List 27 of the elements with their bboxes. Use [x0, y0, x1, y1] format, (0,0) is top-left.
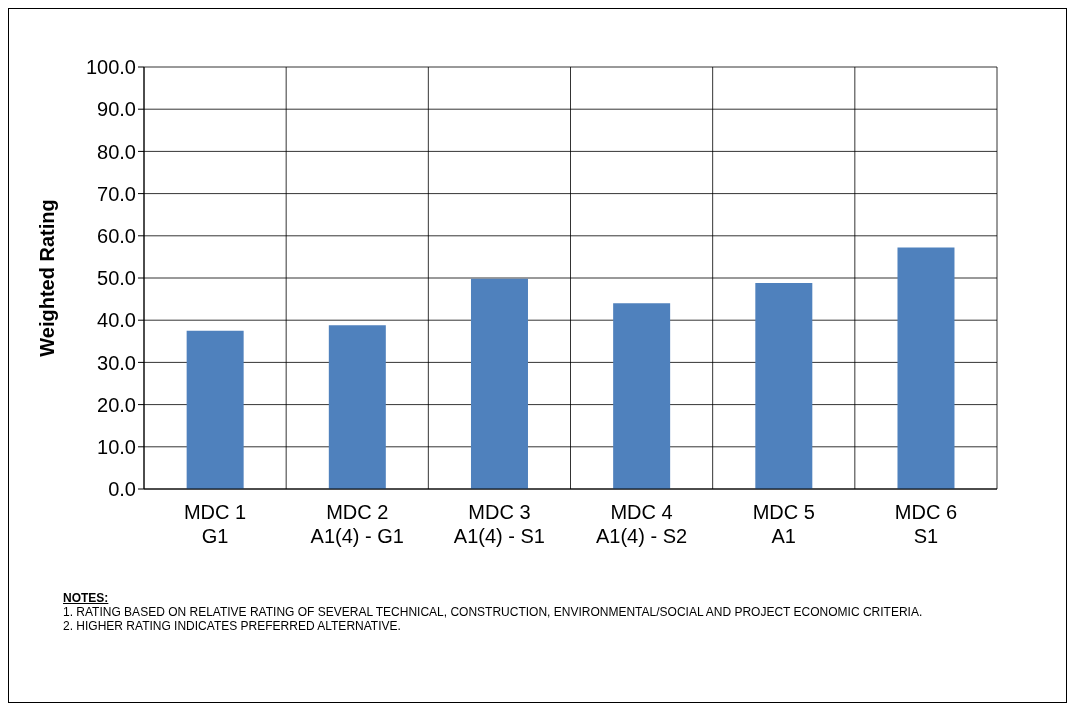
x-tick-label: MDC 6 S1	[894, 501, 958, 547]
x-tick-label: MDC 4 A1(4) - S2	[596, 501, 688, 547]
y-tick-label: 0.0	[108, 478, 136, 501]
text: 2. HIGHER RATING INDICATES PREFERRED ALTERNATIVE.	[63, 619, 402, 633]
y-tick-label: 90.0	[97, 98, 136, 121]
y-tick-label: 40.0	[97, 309, 136, 332]
bar	[328, 325, 386, 489]
x-tick-label: MDC 2 A1(4) - G1	[310, 501, 404, 547]
bar	[755, 283, 813, 489]
y-tick-label: 20.0	[97, 393, 136, 416]
bar	[186, 330, 244, 489]
y-tick-label: 60.0	[97, 224, 136, 247]
y-tick-label: 10.0	[97, 435, 136, 458]
x-tick-label: MDC 3 A1(4) - S1	[453, 501, 545, 547]
bar	[613, 303, 671, 489]
x-tick-label: MDC 1 G1	[183, 501, 247, 547]
text: NOTES:	[63, 591, 110, 605]
y-axis-title: Weighted Rating	[36, 199, 59, 357]
x-tick-label: MDC 5 A1	[752, 501, 815, 547]
bar	[470, 278, 528, 489]
y-tick-label: 100.0	[85, 56, 136, 79]
y-tick-label: 80.0	[97, 140, 136, 163]
text: 1. RATING BASED ON RELATIVE RATING OF SEVERAL TECHNICAL, CONSTRUCTION, ENVIRONMENTAL/SOCIAL AND PROJECT ECONOMIC CRITERIA.	[63, 605, 924, 619]
bar	[897, 247, 955, 489]
y-tick-label: 50.0	[97, 267, 136, 290]
y-tick-label: 30.0	[97, 351, 136, 374]
y-tick-label: 70.0	[97, 182, 136, 205]
